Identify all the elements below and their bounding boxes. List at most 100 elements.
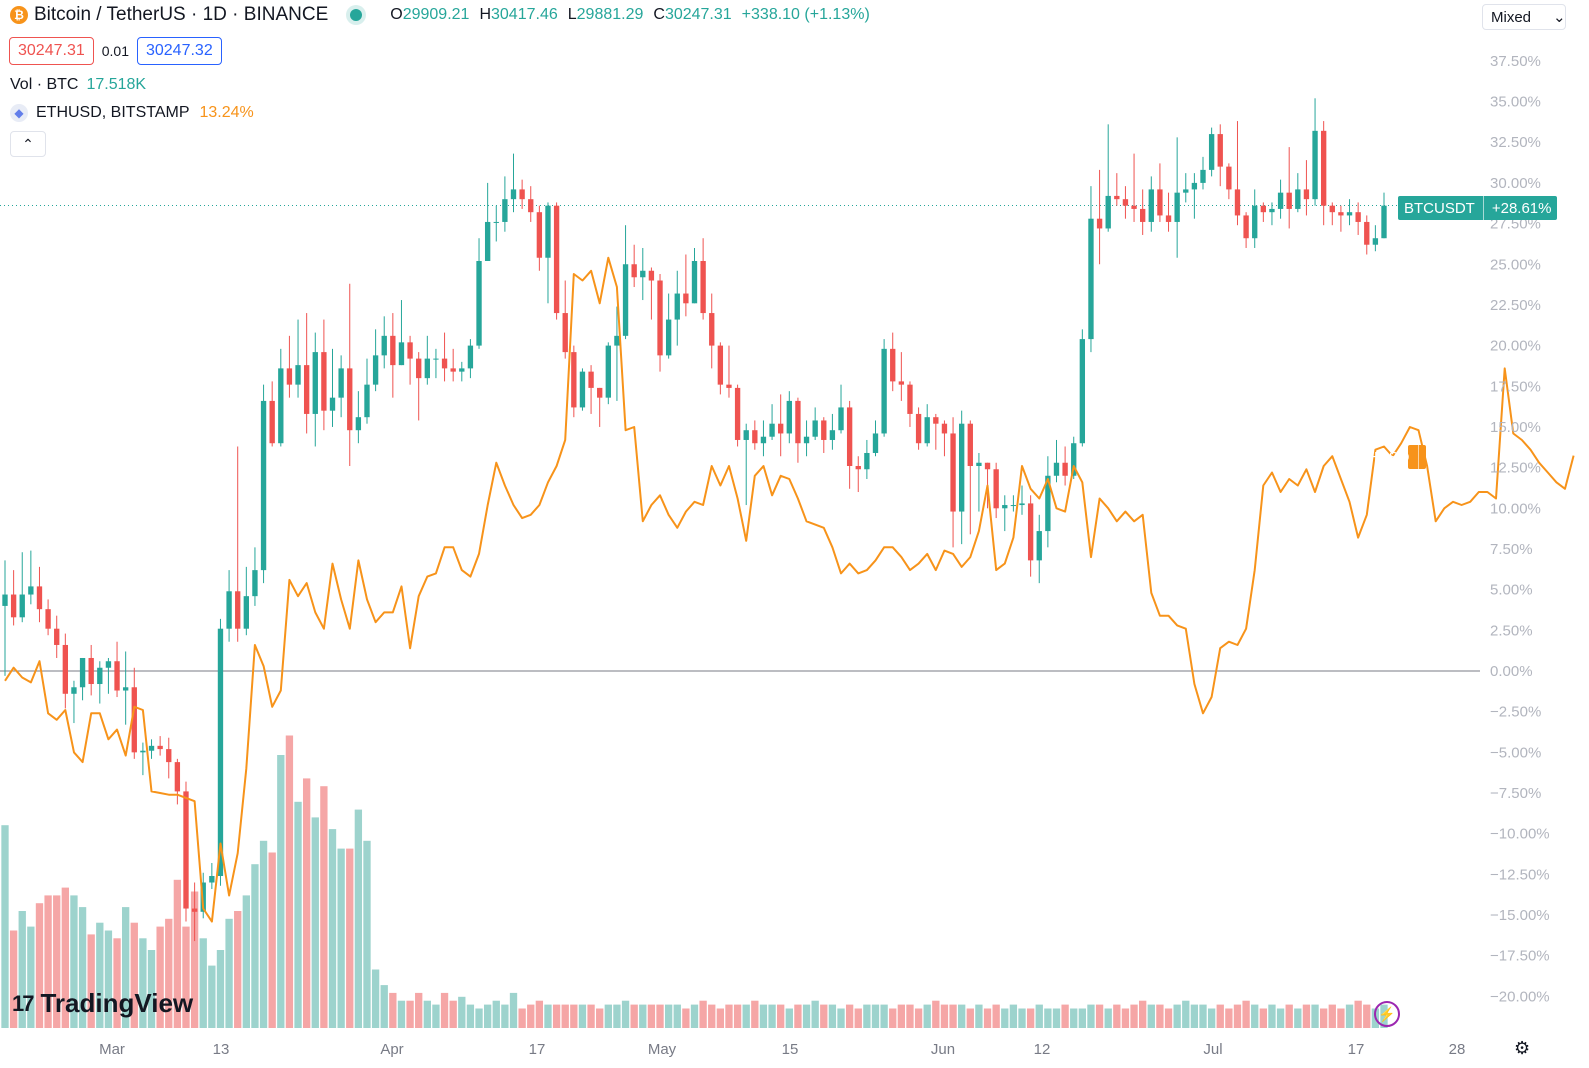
candle-body: [993, 469, 999, 509]
volume-bar: [906, 1004, 914, 1028]
candle-body: [10, 594, 17, 618]
volume-bar: [863, 1004, 871, 1028]
scale-mode-select[interactable]: Mixed ⌄: [1482, 4, 1566, 30]
lightning-icon[interactable]: ⚡: [1374, 1001, 1400, 1027]
volume-bar: [1294, 1008, 1302, 1028]
candle-body: [209, 876, 215, 883]
candle-body: [1191, 182, 1198, 190]
candle-body: [459, 368, 465, 372]
volume-bar: [958, 1004, 966, 1028]
candle-body: [631, 264, 637, 278]
volume-bar: [647, 1004, 656, 1028]
volume-bar: [1302, 1004, 1311, 1028]
volume-bar: [932, 1000, 940, 1028]
volume-bar: [1225, 1008, 1233, 1028]
ohlc-high-label: H: [479, 6, 491, 23]
tradingview-logo-text: TradingView: [40, 988, 194, 1018]
volume-bar: [96, 922, 104, 1028]
volume-bar: [690, 1004, 699, 1028]
candle-body: [950, 433, 956, 512]
volume-bar: [923, 1004, 931, 1028]
candle-body: [1320, 130, 1327, 206]
candle-body: [622, 264, 629, 336]
candle-body: [1286, 192, 1292, 209]
candle-body: [1019, 503, 1025, 506]
volume-bar: [173, 879, 182, 1028]
collapse-legend-button[interactable]: ⌃: [10, 131, 46, 157]
volume-bar: [78, 907, 87, 1028]
tradingview-logo[interactable]: 17 TradingView: [12, 988, 193, 1019]
volume-bar: [208, 965, 216, 1028]
candle-body: [838, 407, 844, 431]
quote-panel: 30247.31 0.01 30247.32: [9, 37, 222, 65]
symbol-title[interactable]: Bitcoin / TetherUS · 1D · BINANCE: [34, 4, 329, 25]
volume-bar: [708, 1004, 716, 1028]
candle-body: [1105, 195, 1111, 229]
candle-body: [1045, 475, 1051, 532]
volume-bar: [794, 1004, 802, 1028]
buy-button[interactable]: 30247.32: [136, 37, 222, 65]
volume-bar: [914, 1008, 923, 1028]
candle-body: [665, 319, 672, 356]
gear-icon[interactable]: ⚙: [1514, 1038, 1530, 1059]
sell-button[interactable]: 30247.31: [9, 37, 94, 65]
volume-bar: [415, 992, 423, 1028]
volume-bar: [466, 1004, 475, 1028]
candle-body: [760, 436, 767, 444]
candle-body: [778, 423, 784, 434]
volume-bar: [1018, 1008, 1026, 1028]
ohlc-open: 29909.21: [402, 6, 470, 23]
candle-body: [217, 628, 224, 877]
candle-body: [864, 452, 870, 470]
candle-body: [88, 657, 94, 685]
candle-body: [321, 352, 327, 411]
volume-bar: [716, 1008, 725, 1028]
market-status-icon[interactable]: [350, 9, 363, 21]
candle-body: [821, 420, 827, 440]
candle-body: [1346, 212, 1353, 216]
candle-body: [967, 423, 973, 466]
volume-bar: [1311, 1004, 1319, 1028]
volume-bar: [234, 911, 242, 1028]
volume-legend[interactable]: Vol · BTC 17.518K: [10, 76, 146, 94]
ohlc-open-label: O: [390, 6, 403, 23]
candle-body: [588, 371, 594, 388]
volume-bar: [501, 1004, 509, 1028]
volume-bar: [561, 1004, 569, 1028]
candle-body: [1200, 169, 1206, 183]
candle-body: [243, 596, 249, 629]
volume-bar: [1182, 1000, 1190, 1028]
volume-bar: [440, 992, 449, 1028]
volume-bar: [966, 1008, 974, 1028]
volume-bar: [242, 895, 250, 1028]
candle-body: [1364, 221, 1370, 245]
volume-bar: [1139, 1000, 1147, 1028]
candle-body: [191, 908, 198, 912]
volume-bar: [785, 1008, 793, 1028]
candle-body: [1295, 189, 1301, 209]
x-tick-label: Jun: [931, 1041, 955, 1058]
candle-body: [519, 189, 525, 200]
candle-body: [597, 387, 603, 398]
candle-body: [1329, 205, 1335, 213]
candle-body: [71, 687, 77, 694]
candle-body: [898, 381, 905, 385]
candle-body: [1079, 339, 1086, 444]
y-tick-label: −12.50%: [1490, 866, 1550, 883]
volume-bar: [1207, 1008, 1216, 1028]
candle-body: [433, 358, 439, 360]
btc-candle-series: [2, 98, 1387, 942]
volume-bar: [371, 969, 380, 1028]
symbol-header[interactable]: ₿ Bitcoin / TetherUS · 1D · BINANCE O299…: [10, 4, 870, 26]
candle-body: [924, 417, 930, 444]
volume-bar: [613, 1004, 621, 1028]
volume-bar: [1320, 1008, 1328, 1028]
ohlc-change: +338.10 (+1.13%): [741, 6, 870, 23]
candle-body: [890, 348, 896, 382]
volume-bar: [518, 1008, 526, 1028]
volume-bar: [1147, 1004, 1155, 1028]
volume-bar: [139, 938, 147, 1028]
compare-legend[interactable]: ◆ ETHUSD, BITSTAMP 13.24%: [10, 104, 254, 122]
volume-bar: [699, 1000, 707, 1028]
